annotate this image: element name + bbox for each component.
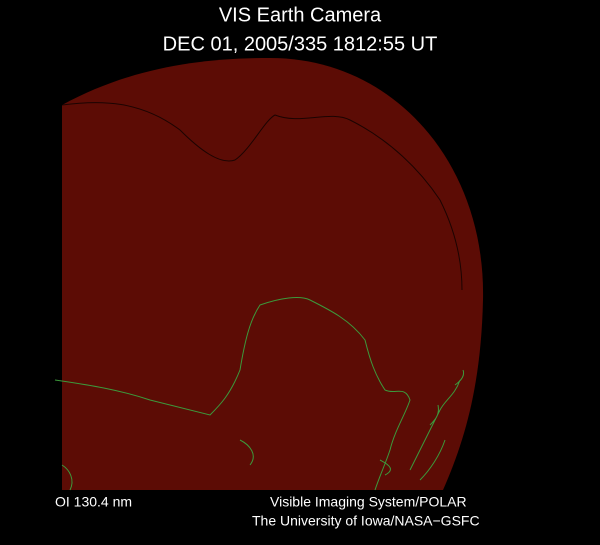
coastlines [54, 102, 465, 491]
filter-label: OI 130.4 nm [55, 494, 132, 510]
title: VIS Earth Camera [219, 4, 382, 26]
timestamp: DEC 01, 2005/335 1812:55 UT [163, 33, 438, 55]
credit-label: The University of Iowa/NASA−GSFC [252, 513, 480, 529]
instrument-label: Visible Imaging System/POLAR [270, 494, 467, 510]
earth-disk [62, 58, 484, 490]
